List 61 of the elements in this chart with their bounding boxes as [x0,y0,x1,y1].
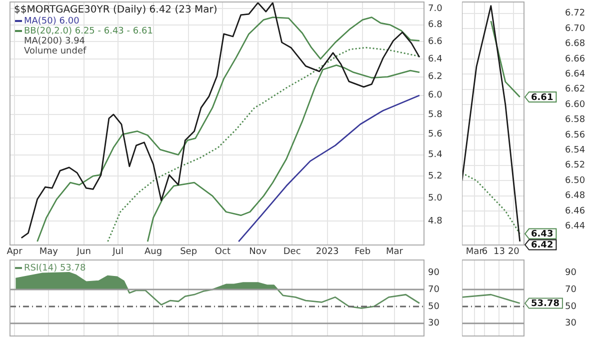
y-tick-label: 6.72 [565,8,586,19]
y-tick-label: 6.6 [428,36,443,47]
y-tick-label: 6.0 [428,90,443,101]
y-tick-label: 5.2 [428,171,442,182]
data-label: 6.43 [531,230,554,240]
x-tick-label: Mar [466,246,484,257]
y-tick-label: 6.60 [565,100,586,110]
data-label: 6.61 [531,92,554,103]
y-tick-label: 6.62 [565,84,586,95]
data-label: 6.42 [531,240,554,251]
x-tick-label: Jun [76,246,91,257]
y-tick-label: 6.2 [428,72,442,82]
y-tick-label: 5.6 [428,130,443,140]
y-tick-label: 30 [428,318,440,329]
x-tick-label: 6 [482,246,488,257]
y-tick-label: 4.8 [428,216,443,227]
x-tick-label: 20 [508,246,520,257]
x-tick-label: Aug [144,246,162,257]
x-tick-label: Dec [283,246,301,257]
y-tick-label: 6.44 [565,222,586,232]
x-tick-label: May [39,246,59,257]
x-tick-label: Nov [249,246,268,257]
x-tick-label: 13 [493,246,505,257]
y-tick-label: 6.54 [565,146,586,156]
y-tick-label: 6.52 [565,160,586,171]
legend-label: MA(50) 6.00 [24,16,80,26]
y-tick-label: 6.70 [565,24,586,34]
y-tick-label: 70 [428,284,440,295]
y-tick-label: 6.64 [565,70,586,80]
x-tick-label: Oct [214,246,231,257]
legend-label: RSI(14) 53.78 [24,263,86,274]
y-tick-label: 50 [565,302,577,312]
x-tick-label: Feb [354,246,371,257]
y-tick-label: 6.56 [565,130,586,140]
data-label: 53.78 [531,299,560,310]
y-tick-label: 50 [428,302,440,312]
chart-title: $$MORTGAGE30YR (Daily) 6.42 (23 Mar) [14,4,218,16]
y-tick-label: 70 [565,284,577,295]
y-tick-label: 6.68 [565,39,586,50]
y-tick-label: 5.0 [428,194,443,204]
y-tick-label: 5.4 [428,150,443,160]
y-tick-label: 6.8 [428,20,443,30]
x-tick-label: Apr [6,246,23,257]
y-tick-label: 6.50 [565,176,586,186]
x-tick-label: Mar [386,246,404,257]
y-tick-label: 90 [428,268,440,278]
y-tick-label: 90 [565,268,577,278]
y-tick-label: 5.8 [428,110,443,120]
legend-label: BB(20,2.0) 6.25 - 6.43 - 6.61 [24,26,153,36]
y-tick-label: 30 [565,318,577,329]
y-tick-label: 7.0 [428,4,443,14]
annotation: MA(200) 3.94 [24,36,86,46]
x-tick-label: 2023 [316,246,339,257]
x-tick-label: Jul [112,246,124,257]
x-tick-label: Sep [180,246,198,257]
y-tick-label: 6.48 [565,191,586,202]
y-tick-label: 6.58 [565,115,586,126]
y-tick-label: 6.4 [428,54,443,64]
y-tick-label: 6.46 [565,206,586,216]
annotation: Volume undef [24,46,87,56]
y-tick-label: 6.66 [565,54,586,64]
